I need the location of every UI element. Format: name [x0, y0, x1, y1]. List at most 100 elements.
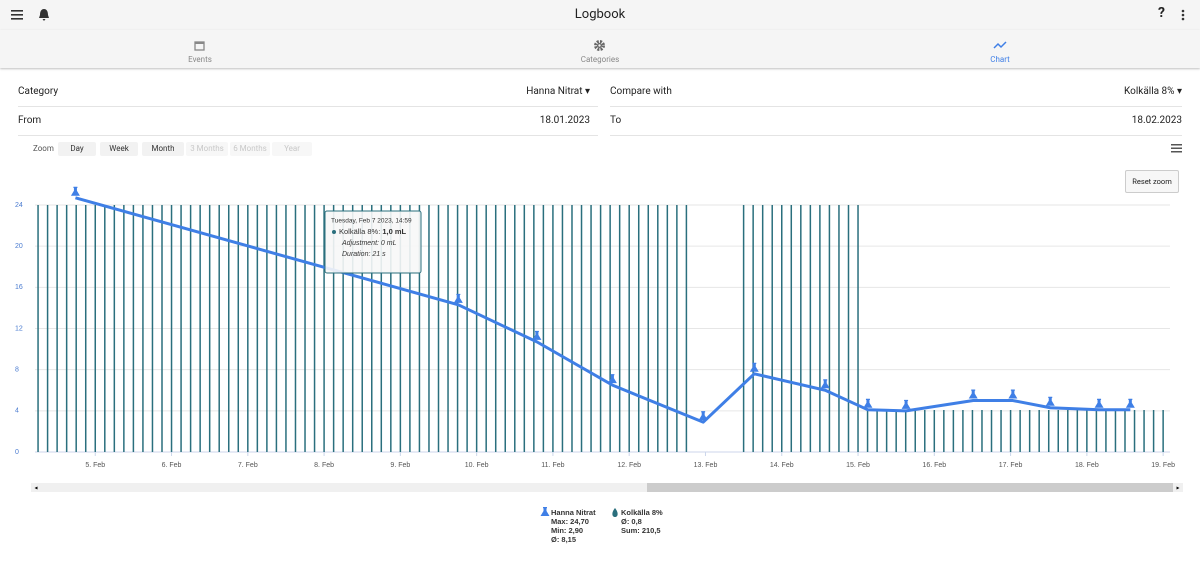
- y-tick-label: 4: [15, 408, 19, 415]
- x-tick-label: 16. Feb: [922, 462, 946, 469]
- tooltip-value: 1,0 mL: [382, 227, 406, 236]
- point-marker: [1125, 398, 1135, 408]
- legend-label: Kolkälla 8%: [621, 508, 663, 517]
- point-marker: [698, 411, 708, 421]
- value-text: Kolkälla 8%: [1123, 86, 1175, 97]
- point-marker: [863, 398, 873, 408]
- field-label: Category: [18, 86, 59, 97]
- tab-bar: Events Categories Chart: [0, 30, 1200, 68]
- scroll-left[interactable]: ◂: [34, 486, 37, 492]
- tooltip-date: Tuesday, Feb 7 2023, 14:59: [331, 218, 412, 225]
- top-bar: Logbook ?: [0, 0, 1200, 30]
- field-label: From: [18, 115, 42, 126]
- zoom-button[interactable]: Day: [58, 142, 96, 156]
- zoom-button[interactable]: Week: [100, 142, 138, 156]
- x-tick-label: 10. Feb: [465, 462, 489, 469]
- field-label: To: [610, 115, 622, 126]
- y-tick-label: 8: [15, 367, 19, 374]
- y-tick-label: 20: [15, 243, 23, 250]
- tab-icon: [594, 40, 605, 51]
- x-tick-label: 9. Feb: [390, 462, 410, 469]
- x-tick-label: 15. Feb: [846, 462, 870, 469]
- legend-symbol: [612, 508, 618, 517]
- point-marker: [749, 362, 759, 372]
- legend-stat: Max: 24,70: [551, 517, 589, 526]
- point-marker: [1045, 396, 1055, 406]
- tooltip-series: Kolkälla 8%:: [339, 227, 382, 236]
- help-icon[interactable]: ?: [1158, 5, 1165, 21]
- app-title: Logbook: [574, 7, 626, 22]
- tooltip-adjustment: Adjustment: 0 mL: [341, 240, 397, 247]
- tab-icon: [993, 41, 1007, 49]
- point-marker: [968, 389, 978, 399]
- legend-stat: Ø: 8,15: [551, 535, 576, 544]
- field-value: 18.01.2023: [539, 115, 590, 126]
- legend-stat: Ø: 0,8: [621, 517, 642, 526]
- bell-icon[interactable]: [38, 8, 50, 22]
- tooltip-dot: [332, 230, 336, 234]
- tab-label: Chart: [990, 55, 1010, 64]
- field-label: Compare with: [610, 86, 672, 97]
- from-row[interactable]: From 18.01.2023: [18, 107, 598, 136]
- x-tick-label: 6. Feb: [162, 462, 182, 469]
- zoom-button: 6 Months: [230, 142, 270, 156]
- legend-symbol: [540, 507, 550, 516]
- tab[interactable]: Categories: [400, 30, 800, 68]
- more-icon[interactable]: [1181, 9, 1185, 22]
- tab[interactable]: Chart: [800, 30, 1200, 68]
- y-tick-label: 12: [15, 325, 23, 332]
- tab-label: Categories: [580, 55, 620, 64]
- value-text: Hanna Nitrat: [526, 86, 583, 97]
- tab[interactable]: Events: [0, 30, 400, 68]
- y-tick-label: 24: [15, 202, 23, 209]
- x-tick-label: 17. Feb: [999, 462, 1023, 469]
- legend-label: Hanna Nitrat: [551, 508, 596, 517]
- point-marker: [1008, 389, 1018, 399]
- to-row[interactable]: To 18.02.2023: [610, 107, 1182, 136]
- zoom-label: Zoom: [33, 144, 54, 153]
- scrollbar-track: [31, 483, 1183, 492]
- menu-icon[interactable]: [11, 9, 25, 21]
- x-tick-label: 11. Feb: [541, 462, 564, 469]
- legend-stat: Sum: 210,5: [621, 526, 661, 535]
- x-tick-label: 8. Feb: [314, 462, 334, 469]
- legend-stat: Min: 2,90: [551, 526, 583, 535]
- point-marker: [70, 186, 80, 196]
- field-value: Kolkälla 8% ▾: [1123, 86, 1182, 97]
- line: [75, 196, 1131, 424]
- scrollbar-thumb[interactable]: [647, 483, 1173, 492]
- chart-menu[interactable]: [1171, 144, 1182, 153]
- category-row[interactable]: Category Hanna Nitrat ▾: [18, 78, 598, 107]
- reset-zoom-button[interactable]: Reset zoom: [1125, 170, 1179, 193]
- point-marker: [1094, 398, 1104, 408]
- tab-icon: [194, 41, 205, 51]
- scroll-right[interactable]: ▸: [1176, 486, 1179, 492]
- zoom-button: Year: [272, 142, 312, 156]
- point-marker: [820, 379, 830, 389]
- zoom-button: 3 Months: [186, 142, 228, 156]
- tab-label: Events: [188, 55, 212, 64]
- field-value: Hanna Nitrat ▾: [526, 86, 590, 97]
- x-tick-label: 7. Feb: [238, 462, 258, 469]
- compare-row[interactable]: Compare with Kolkälla 8% ▾: [610, 78, 1182, 107]
- x-tick-label: 13. Feb: [694, 462, 718, 469]
- point-marker: [901, 399, 911, 409]
- x-tick-label: 18. Feb: [1075, 462, 1099, 469]
- point-marker: [532, 330, 542, 340]
- field-value: 18.02.2023: [1131, 115, 1182, 126]
- point-marker: [607, 374, 617, 384]
- x-tick-label: 5. Feb: [85, 462, 105, 469]
- tooltip: Tuesday, Feb 7 2023, 14:59 Kolkälla 8%: 1…: [324, 210, 422, 274]
- tooltip-line: Kolkälla 8%: 1,0 mL: [339, 227, 407, 236]
- point-marker: [453, 293, 463, 303]
- x-tick-label: 19. Feb: [1151, 462, 1175, 469]
- y-tick-label: 16: [15, 284, 23, 291]
- zoom-button[interactable]: Month: [142, 142, 184, 156]
- x-tick-label: 12. Feb: [617, 462, 641, 469]
- tooltip-duration: Duration: 21 s: [342, 251, 386, 258]
- tooltip-box: [324, 210, 422, 274]
- y-tick-label: 0: [15, 449, 19, 456]
- x-tick-label: 14. Feb: [770, 462, 794, 469]
